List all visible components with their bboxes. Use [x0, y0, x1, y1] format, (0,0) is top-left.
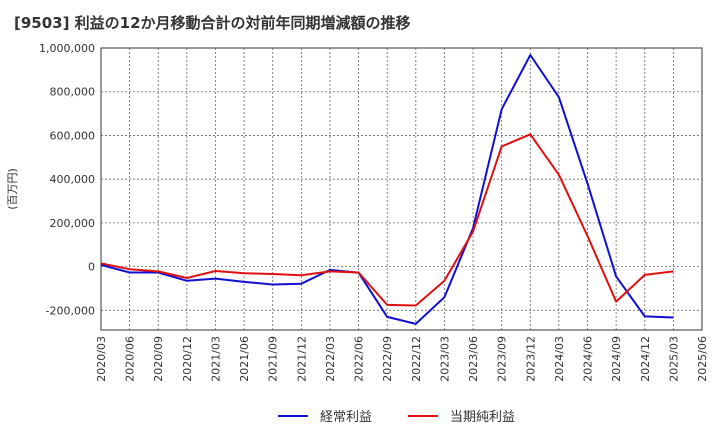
- y-tick-label: 0: [88, 261, 95, 274]
- x-tick-label: 2021/03: [209, 336, 222, 382]
- y-tick-label: 400,000: [50, 173, 96, 186]
- x-tick-label: 2023/03: [438, 336, 451, 382]
- x-tick-label: 2024/12: [639, 336, 652, 382]
- x-tick-label: 2020/09: [152, 336, 165, 382]
- x-tick-label: 2020/06: [124, 336, 137, 382]
- x-tick-label: 2022/06: [353, 336, 366, 382]
- y-axis-label: (百万円): [6, 168, 19, 210]
- x-tick-label: 2024/06: [582, 336, 595, 382]
- x-tick-label: 2021/09: [267, 336, 280, 382]
- y-tick-label: 200,000: [50, 217, 96, 230]
- x-tick-label: 2021/12: [295, 336, 308, 382]
- x-tick-label: 2024/03: [553, 336, 566, 382]
- y-tick-label: -200,000: [46, 304, 95, 317]
- y-tick-label: 1,000,000: [39, 42, 95, 55]
- chart-title: [9503] 利益の12か月移動合計の対前年同期増減額の推移: [14, 14, 411, 32]
- x-tick-label: 2024/09: [610, 336, 623, 382]
- x-tick-label: 2020/12: [181, 336, 194, 382]
- x-tick-label: 2025/03: [667, 336, 680, 382]
- legend-label-ordinary-profit: 経常利益: [320, 410, 372, 425]
- y-tick-label: 800,000: [50, 86, 96, 99]
- x-tick-label: 2021/06: [238, 336, 251, 382]
- plot-area: [100, 47, 703, 331]
- x-tick-label: 2020/03: [95, 336, 108, 382]
- x-tick-label: 2025/06: [696, 336, 709, 382]
- series-line-ordinary-profit: [100, 54, 674, 325]
- series-line-net-income: [100, 133, 674, 307]
- x-tick-label: 2022/09: [381, 336, 394, 382]
- x-tick-label: 2023/12: [524, 336, 537, 382]
- y-tick-label: 600,000: [50, 129, 96, 142]
- x-tick-label: 2023/06: [467, 336, 480, 382]
- x-tick-label: 2023/09: [496, 336, 509, 382]
- x-tick-label: 2022/03: [324, 336, 337, 382]
- legend-label-net-income: 当期純利益: [450, 410, 515, 425]
- x-tick-label: 2022/12: [410, 336, 423, 382]
